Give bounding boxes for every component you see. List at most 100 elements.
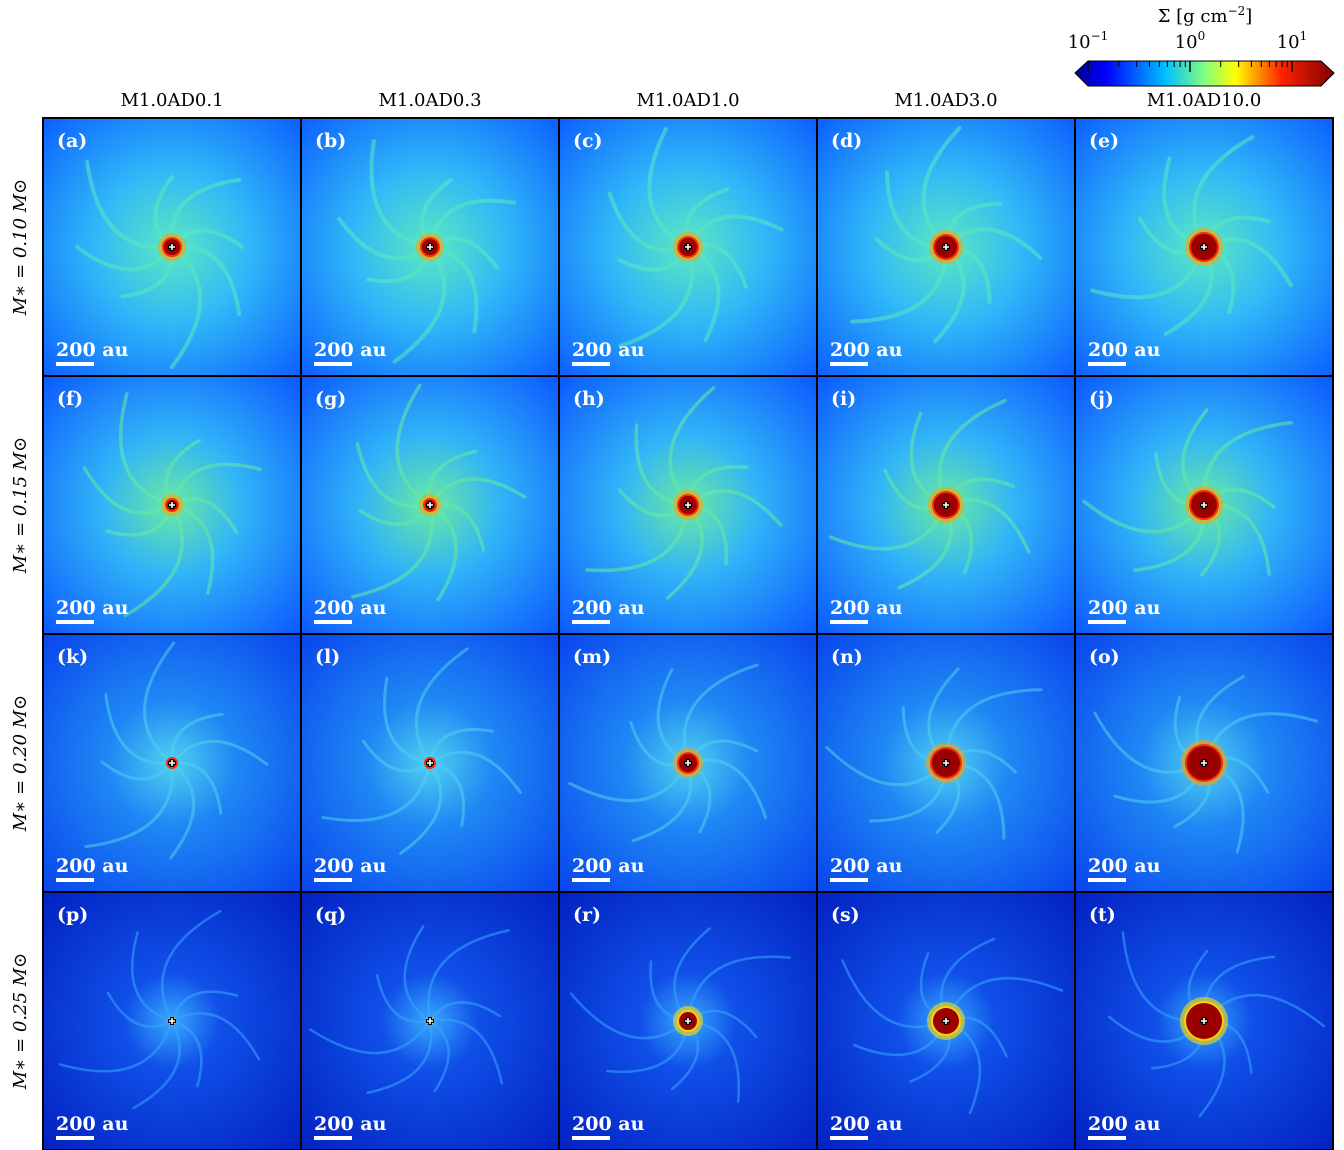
streak — [309, 1019, 432, 1055]
panel-label: (m) — [573, 646, 611, 668]
streak — [428, 1019, 450, 1093]
scale-bar — [830, 878, 868, 882]
panel: (e) 200 au — [1074, 117, 1334, 377]
streak — [82, 466, 174, 515]
streak — [361, 739, 432, 773]
colorbar — [1074, 60, 1335, 87]
scale-bar-label: 200 au — [830, 339, 903, 361]
panel-label: (r) — [573, 904, 601, 926]
streak — [686, 955, 792, 1023]
panel-border — [1074, 891, 1334, 1150]
scale-bar-label: 200 au — [572, 855, 645, 877]
panel-label: (l) — [315, 646, 340, 668]
colorbar-tick-label: 10−1 — [1068, 29, 1109, 53]
panel-label: (i) — [831, 388, 856, 410]
streak — [383, 676, 432, 765]
streak — [618, 245, 694, 349]
scale-bar — [314, 620, 352, 624]
sink-marker-inner — [685, 244, 691, 250]
streak — [399, 761, 443, 855]
label-end: ] — [1245, 6, 1252, 27]
sink-marker-inner — [427, 244, 433, 250]
streak — [375, 973, 432, 1024]
panel-label: (f) — [57, 388, 83, 410]
sink-marker-inner — [943, 502, 949, 508]
streak — [395, 383, 432, 507]
panel-label: (j) — [1089, 388, 1114, 410]
tick-base: 10 — [1277, 32, 1300, 53]
streaks — [321, 647, 522, 855]
scale-bar-label: 200 au — [314, 339, 387, 361]
scale-bar — [1088, 362, 1126, 366]
panel: (j) 200 au — [1074, 375, 1334, 635]
panel: (r) 200 au — [558, 891, 818, 1150]
sink-marker-inner — [943, 1018, 949, 1024]
panel-label: (o) — [1089, 646, 1120, 668]
streak — [170, 1012, 261, 1061]
column-title: M1.0AD1.0 — [636, 90, 739, 111]
panel-label: (b) — [315, 130, 346, 152]
scale-bar — [572, 620, 610, 624]
panel-label: (a) — [57, 130, 87, 152]
colorbar-tick-label: 101 — [1277, 29, 1308, 53]
scale-bar — [830, 620, 868, 624]
streak — [403, 924, 432, 1023]
streak — [106, 991, 174, 1028]
panel-label: (c) — [573, 130, 603, 152]
streak — [427, 929, 510, 1023]
streak — [143, 641, 176, 765]
row-label: M∗ = 0.25 M⊙ — [10, 953, 31, 1091]
streaks — [309, 924, 510, 1095]
scale-bar — [314, 878, 352, 882]
streak — [170, 761, 223, 815]
tick-exp: −1 — [1091, 29, 1109, 43]
streak — [161, 909, 222, 1023]
streak — [119, 392, 174, 507]
panel: (g) 200 au — [300, 375, 560, 635]
streak — [428, 1018, 504, 1085]
scale-bar — [56, 620, 94, 624]
column-title: M1.0AD3.0 — [894, 90, 997, 111]
panel-label: (h) — [573, 388, 605, 410]
column-title: M1.0AD0.1 — [120, 90, 223, 111]
streak — [170, 712, 224, 765]
row-label: M∗ = 0.20 M⊙ — [10, 695, 31, 833]
sink-marker-inner — [169, 1018, 175, 1024]
sink-marker-inner — [427, 502, 433, 508]
scale-bar-label: 200 au — [1088, 339, 1161, 361]
sink-marker-inner — [1201, 502, 1207, 508]
streak — [392, 245, 446, 364]
streak — [428, 477, 527, 507]
tick-base: 10 — [1175, 32, 1198, 53]
panel-label: (k) — [57, 646, 88, 668]
panel-label: (q) — [315, 904, 346, 926]
panel: (m) 200 au — [558, 633, 818, 893]
scale-bar — [572, 1136, 610, 1140]
streaks — [82, 392, 262, 618]
sink-marker-inner — [1201, 1018, 1207, 1024]
streak — [415, 647, 469, 765]
sink-marker-inner — [427, 760, 433, 766]
panel: (k) 200 au — [42, 633, 302, 893]
streak — [170, 739, 269, 766]
panel: (p) 200 au — [42, 891, 302, 1150]
scale-bar — [56, 1136, 94, 1140]
streak — [321, 761, 432, 822]
scale-bar — [56, 878, 94, 882]
scale-bar — [572, 362, 610, 366]
streak — [568, 761, 690, 803]
panel: (l) 200 au — [300, 633, 560, 893]
panel-label: (n) — [831, 646, 863, 668]
scale-bar — [572, 878, 610, 882]
streak — [169, 761, 196, 860]
scale-bar-label: 200 au — [56, 1113, 129, 1135]
sink-marker-inner — [1201, 760, 1207, 766]
scale-bar — [314, 1136, 352, 1140]
scale-bar-label: 200 au — [1088, 597, 1161, 619]
scale-bar-label: 200 au — [830, 597, 903, 619]
sink-marker-inner — [685, 1018, 691, 1024]
scale-bar-label: 200 au — [314, 855, 387, 877]
streak — [682, 663, 759, 765]
